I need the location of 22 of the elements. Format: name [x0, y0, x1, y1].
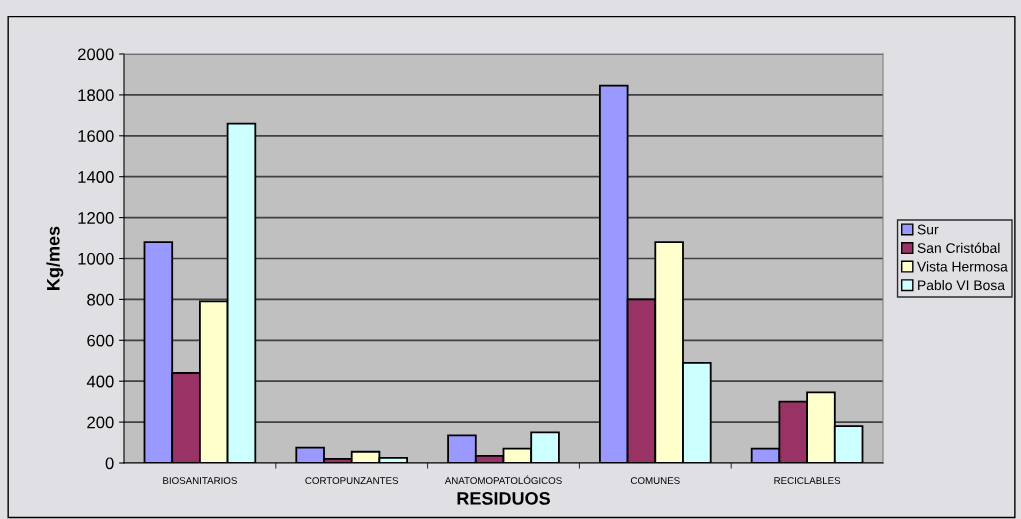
x-tick-label: CORTOPUNZANTES: [305, 477, 399, 485]
y-tick-label: 1800: [78, 89, 114, 102]
y-tick-label: 0: [105, 457, 114, 470]
y-tick-label: 400: [86, 375, 114, 388]
y-tick-label: 800: [87, 293, 114, 306]
legend-label: San Cristóbal: [917, 242, 1000, 253]
x-tick-label: COMUNES: [630, 477, 680, 485]
legend-label: Vista Hermosa: [917, 261, 1008, 272]
y-tick-label: 1600: [78, 130, 114, 142]
x-axis-title: RESIDUOS: [457, 491, 550, 505]
y-tick-label: 1200: [78, 212, 114, 224]
legend-label: Pablo VI Bosa: [918, 279, 1005, 291]
y-tick-label: 1400: [78, 171, 114, 183]
x-tick-label: ANATOMOPATOLÓGICOS: [444, 475, 562, 485]
x-tick-label: RECICLABLES: [774, 477, 841, 485]
y-tick-label: 1000: [78, 252, 114, 265]
y-tick-label: 2000: [78, 48, 114, 61]
x-tick-label: BIOSANITARIOS: [163, 477, 237, 485]
legend-label: Sur: [917, 224, 939, 235]
y-tick-label: 600: [87, 334, 114, 347]
y-tick-label: 200: [87, 416, 114, 429]
y-axis-title: Kg/mes: [46, 226, 64, 290]
